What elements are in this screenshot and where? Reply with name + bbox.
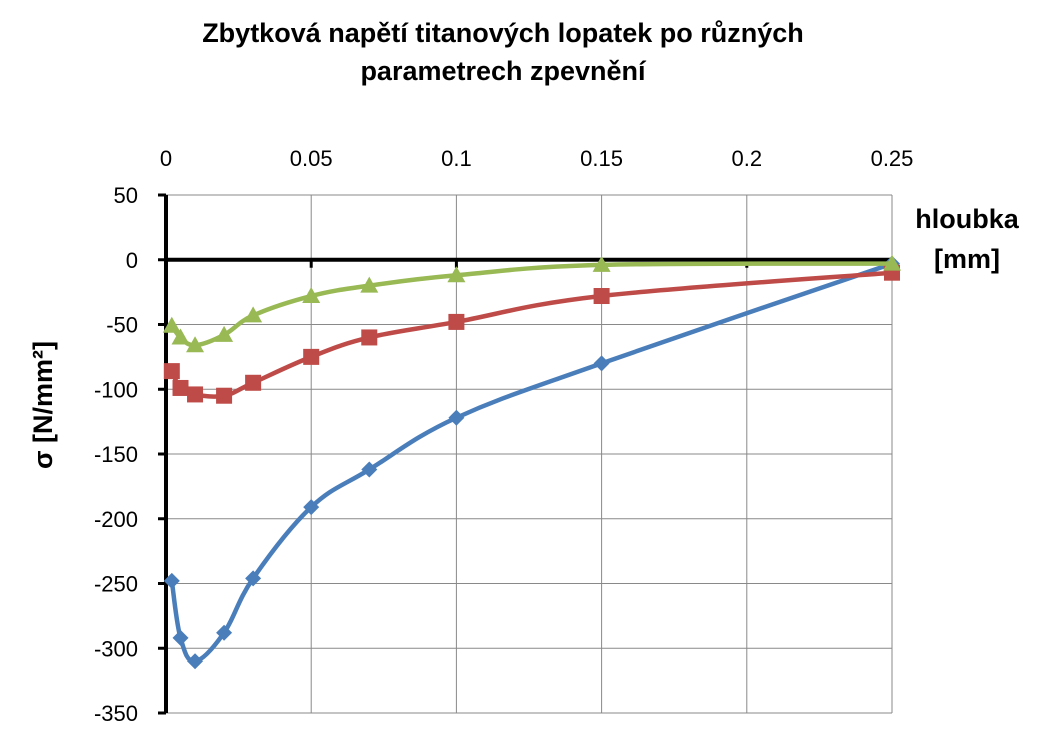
- triangle-marker: [883, 254, 901, 271]
- y-tick-label: -100: [94, 377, 138, 402]
- chart-title-line-2: parametrech zpevnění: [360, 56, 646, 86]
- square-marker: [187, 386, 204, 403]
- x-tick-label: 0.25: [871, 146, 914, 171]
- x-axis-title-line-1: hloubka: [915, 204, 1019, 234]
- triangle-marker: [592, 255, 611, 272]
- y-tick-label: 0: [126, 248, 138, 273]
- square-marker: [448, 313, 465, 330]
- x-tick-label: 0.2: [732, 146, 763, 171]
- triangle-marker: [360, 276, 379, 293]
- diamond-marker: [172, 629, 189, 646]
- diamond-marker: [448, 409, 465, 426]
- triangle-marker: [162, 316, 181, 333]
- square-marker: [216, 387, 233, 404]
- y-tick-label: -250: [94, 572, 138, 597]
- square-marker: [172, 379, 189, 396]
- diamond-marker: [163, 572, 180, 589]
- series-group: [162, 254, 901, 670]
- square-marker: [593, 288, 610, 305]
- y-axis-title: σ [N/mm²]: [28, 341, 58, 469]
- series-3: [162, 254, 901, 353]
- y-tick-label: -150: [94, 442, 138, 467]
- diamond-marker: [303, 499, 320, 516]
- x-tick-label: 0.15: [580, 146, 623, 171]
- triangle-marker: [215, 325, 234, 342]
- axes: [158, 193, 894, 715]
- y-tick-label: -200: [94, 507, 138, 532]
- y-tick-label: -350: [94, 701, 138, 726]
- diamond-marker: [593, 355, 610, 372]
- chart-title-line-1: Zbytková napětí titanových lopatek po rů…: [202, 18, 804, 48]
- triangle-marker: [447, 266, 466, 283]
- y-tick-label: -300: [94, 636, 138, 661]
- triangle-marker: [244, 306, 263, 323]
- y-tick-label: -50: [106, 313, 138, 338]
- diamond-marker: [216, 624, 233, 641]
- x-axis-title-line-2: [mm]: [934, 244, 1000, 274]
- series-2: [163, 264, 900, 404]
- x-tick-labels: 0 0.05 0.1 0.15 0.2 0.25: [160, 146, 914, 171]
- triangle-marker: [186, 336, 205, 353]
- diamond-marker: [245, 570, 262, 587]
- series-1: [163, 255, 900, 670]
- diamond-marker: [187, 653, 204, 670]
- square-marker: [303, 348, 320, 365]
- gridlines: [166, 194, 893, 714]
- y-tick-label: 50: [114, 183, 138, 208]
- square-marker: [361, 329, 378, 346]
- x-tick-label: 0.05: [290, 146, 333, 171]
- diamond-marker: [361, 461, 378, 478]
- y-tick-labels: 50 0 -50 -100 -150 -200 -250 -300 -350: [94, 183, 138, 726]
- chart-title: Zbytková napětí titanových lopatek po rů…: [0, 14, 1006, 90]
- x-tick-label: 0.1: [441, 146, 472, 171]
- series-1-line: [169, 261, 895, 664]
- x-tick-label: 0: [160, 146, 172, 171]
- square-marker: [245, 374, 262, 391]
- square-marker: [163, 363, 180, 380]
- triangle-marker: [171, 328, 190, 345]
- triangle-marker: [302, 287, 321, 304]
- series-2-line: [169, 270, 895, 399]
